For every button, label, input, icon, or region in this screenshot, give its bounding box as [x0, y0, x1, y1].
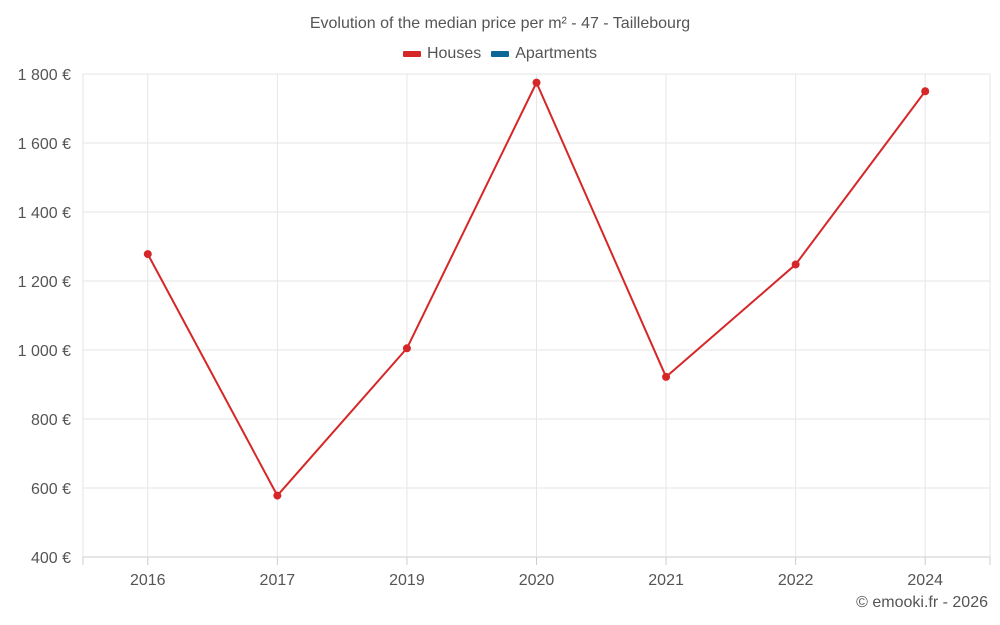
chart-title: Evolution of the median price per m² - 4… [309, 15, 691, 32]
x-tick-label: 2017 [260, 572, 296, 589]
legend: Houses Apartments [0, 45, 1000, 63]
legend-label-houses: Houses [426, 45, 482, 62]
y-tick-label: 400 € [31, 550, 71, 567]
x-tick-label: 2019 [389, 572, 425, 589]
legend-label-apartments: Apartments [515, 45, 598, 62]
data-point-houses [662, 372, 671, 381]
credit-text: © emooki.fr - 2026 [856, 594, 988, 611]
y-tick-label: 1 000 € [18, 343, 71, 360]
y-tick-label: 800 € [31, 412, 71, 429]
y-tick-label: 1 400 € [18, 205, 71, 222]
x-tick-label: 2016 [130, 572, 166, 589]
data-point-houses [402, 344, 411, 353]
data-point-houses [532, 78, 541, 87]
x-tick-label: 2021 [648, 572, 684, 589]
legend-swatch-apartments [491, 51, 510, 57]
y-tick-label: 1 200 € [18, 274, 71, 291]
data-point-houses [791, 260, 800, 269]
data-point-houses [273, 491, 282, 500]
data-point-houses [143, 250, 152, 259]
legend-item-apartments[interactable]: Apartments [491, 45, 597, 63]
legend-swatch-houses [402, 51, 421, 57]
y-tick-label: 1 800 € [18, 67, 71, 84]
x-tick-label: 2020 [519, 572, 555, 589]
x-tick-label: 2022 [778, 572, 814, 589]
y-tick-label: 1 600 € [18, 136, 71, 153]
legend-item-houses[interactable]: Houses [402, 45, 482, 63]
x-tick-label: 2024 [907, 572, 943, 589]
y-tick-label: 600 € [31, 481, 71, 498]
data-point-houses [921, 87, 930, 96]
